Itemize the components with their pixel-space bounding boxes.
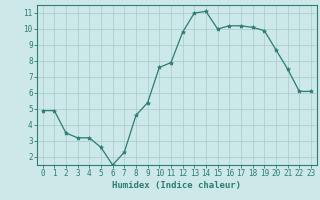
X-axis label: Humidex (Indice chaleur): Humidex (Indice chaleur) [112, 181, 241, 190]
